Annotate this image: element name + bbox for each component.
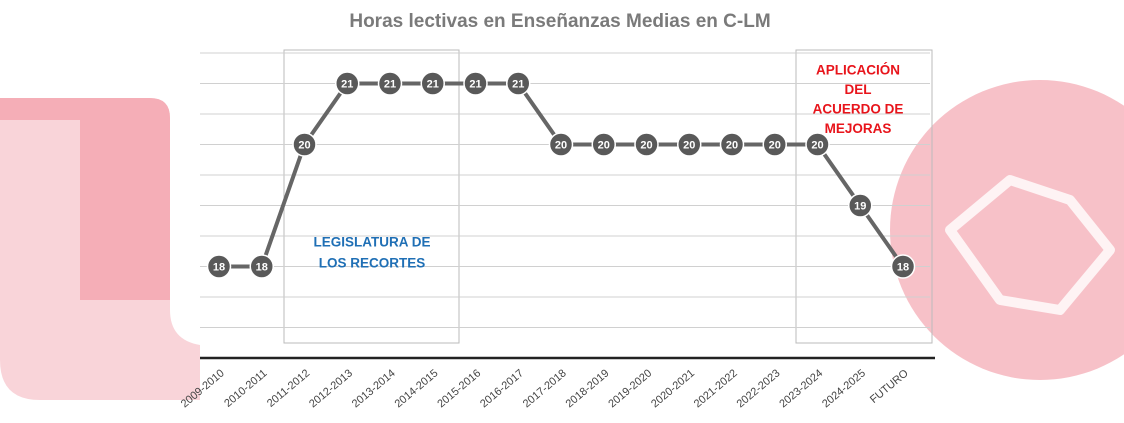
x-tick-label: 2010-2011 xyxy=(222,367,269,409)
data-label: 21 xyxy=(341,78,353,90)
data-label: 20 xyxy=(811,139,823,151)
data-point xyxy=(719,132,745,157)
data-point xyxy=(805,132,830,157)
data-label: 18 xyxy=(213,261,225,273)
data-point xyxy=(420,71,445,96)
data-label: 20 xyxy=(640,139,652,151)
x-tick-label: 2012-2013 xyxy=(307,367,355,410)
chart-title: Horas lectivas en Enseñanzas Medias en C… xyxy=(349,11,770,32)
data-label: 18 xyxy=(256,261,268,273)
x-tick-label: FUTURO xyxy=(868,367,911,406)
data-label: 20 xyxy=(726,139,738,151)
data-label: 21 xyxy=(384,78,396,90)
data-point xyxy=(206,254,232,279)
annotation: ACUERDO DE xyxy=(813,102,904,117)
background-decoration xyxy=(0,80,1124,400)
data-label: 20 xyxy=(769,139,781,151)
data-point xyxy=(762,132,787,157)
x-tick-label: 2021-2022 xyxy=(692,367,740,410)
x-tick-label: 2018-2019 xyxy=(564,367,612,410)
data-label: 18 xyxy=(897,261,909,273)
x-tick-label: 2019-2020 xyxy=(606,367,654,410)
data-point xyxy=(848,193,873,218)
data-label: 20 xyxy=(598,139,610,151)
data-point xyxy=(335,71,360,96)
data-label: 21 xyxy=(512,78,524,90)
highlight-box xyxy=(283,49,460,344)
annotation: MEJORAS xyxy=(825,121,892,136)
x-tick-label: 2022-2023 xyxy=(735,367,783,410)
x-tick-label: 2020-2021 xyxy=(649,367,697,410)
data-point xyxy=(463,71,488,96)
data-point xyxy=(506,71,531,96)
data-label: 21 xyxy=(469,78,481,90)
x-tick-label: 2011-2012 xyxy=(265,367,312,409)
annotation: APLICACIÓN xyxy=(816,63,900,78)
x-tick-label: 2016-2017 xyxy=(478,367,526,410)
data-label: 20 xyxy=(683,139,695,151)
data-point xyxy=(548,132,574,157)
data-label: 19 xyxy=(854,200,866,212)
annotation: LEGISLATURA DE xyxy=(314,235,431,250)
data-point xyxy=(634,132,659,157)
x-tick-label: 2015-2016 xyxy=(435,367,483,410)
data-point xyxy=(890,254,916,279)
data-label: 20 xyxy=(555,139,567,151)
x-tick-label: 2017-2018 xyxy=(521,367,569,410)
x-tick-label: 2024-2025 xyxy=(820,367,868,410)
highlight-box xyxy=(795,49,933,344)
data-point xyxy=(249,254,274,279)
data-point xyxy=(377,71,403,96)
data-point xyxy=(677,132,702,157)
data-label: 20 xyxy=(298,139,310,151)
annotation: LOS RECORTES xyxy=(319,256,426,271)
data-point xyxy=(591,132,616,157)
x-tick-label: 2014-2015 xyxy=(393,367,441,410)
data-label: 21 xyxy=(427,78,439,90)
annotation: DEL xyxy=(845,82,872,97)
x-tick-label: 2013-2014 xyxy=(350,367,398,410)
x-tick-label: 2023-2024 xyxy=(777,367,825,410)
data-point xyxy=(292,132,317,157)
